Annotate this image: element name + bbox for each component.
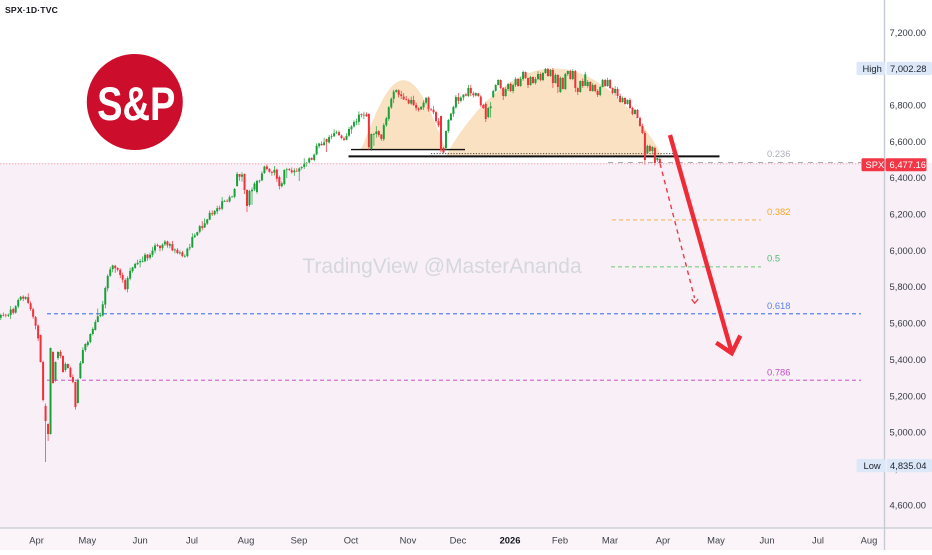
svg-text:2026: 2026 — [500, 535, 521, 546]
svg-text:Mar: Mar — [602, 535, 618, 546]
svg-text:TradingView @MasterAnanda: TradingView @MasterAnanda — [302, 255, 582, 278]
svg-text:Sep: Sep — [291, 535, 308, 546]
svg-text:Low: Low — [864, 460, 881, 471]
svg-text:SPX·1D·TVC: SPX·1D·TVC — [5, 5, 58, 15]
svg-text:Apr: Apr — [29, 535, 44, 546]
svg-text:6,200.00: 6,200.00 — [890, 209, 927, 220]
svg-text:7,200.00: 7,200.00 — [890, 27, 927, 38]
svg-text:Aug: Aug — [238, 535, 255, 546]
svg-text:7,002.28: 7,002.28 — [890, 63, 927, 74]
svg-text:Dec: Dec — [450, 535, 467, 546]
svg-text:Jul: Jul — [186, 535, 198, 546]
svg-text:S&P: S&P — [97, 78, 175, 131]
svg-text:5,600.00: 5,600.00 — [890, 318, 927, 329]
svg-text:Aug: Aug — [861, 535, 878, 546]
svg-text:0.236: 0.236 — [767, 148, 790, 159]
svg-text:5,200.00: 5,200.00 — [890, 390, 927, 401]
svg-text:Jun: Jun — [133, 535, 148, 546]
svg-text:Jun: Jun — [759, 535, 774, 546]
svg-text:5,000.00: 5,000.00 — [890, 427, 927, 438]
svg-text:Jul: Jul — [812, 535, 824, 546]
svg-text:SPX: SPX — [866, 159, 886, 170]
svg-text:Feb: Feb — [552, 535, 568, 546]
svg-text:0.5: 0.5 — [767, 253, 780, 264]
svg-text:Apr: Apr — [656, 535, 671, 546]
svg-text:High: High — [863, 63, 882, 74]
svg-text:6,000.00: 6,000.00 — [890, 245, 927, 256]
svg-text:0.786: 0.786 — [767, 366, 790, 377]
svg-text:Nov: Nov — [400, 535, 417, 546]
svg-text:May: May — [78, 535, 96, 546]
svg-text:6,800.00: 6,800.00 — [890, 100, 927, 111]
svg-text:5,400.00: 5,400.00 — [890, 354, 927, 365]
svg-text:5,800.00: 5,800.00 — [890, 281, 927, 292]
svg-text:6,477.16: 6,477.16 — [890, 159, 927, 170]
svg-text:0.618: 0.618 — [767, 300, 790, 311]
svg-text:4,835.04: 4,835.04 — [890, 460, 927, 471]
svg-text:6,400.00: 6,400.00 — [890, 172, 927, 183]
svg-text:4,600.00: 4,600.00 — [890, 499, 927, 510]
svg-text:May: May — [707, 535, 725, 546]
svg-text:Oct: Oct — [344, 535, 359, 546]
svg-text:0.382: 0.382 — [767, 206, 790, 217]
svg-text:6,600.00: 6,600.00 — [890, 136, 927, 147]
